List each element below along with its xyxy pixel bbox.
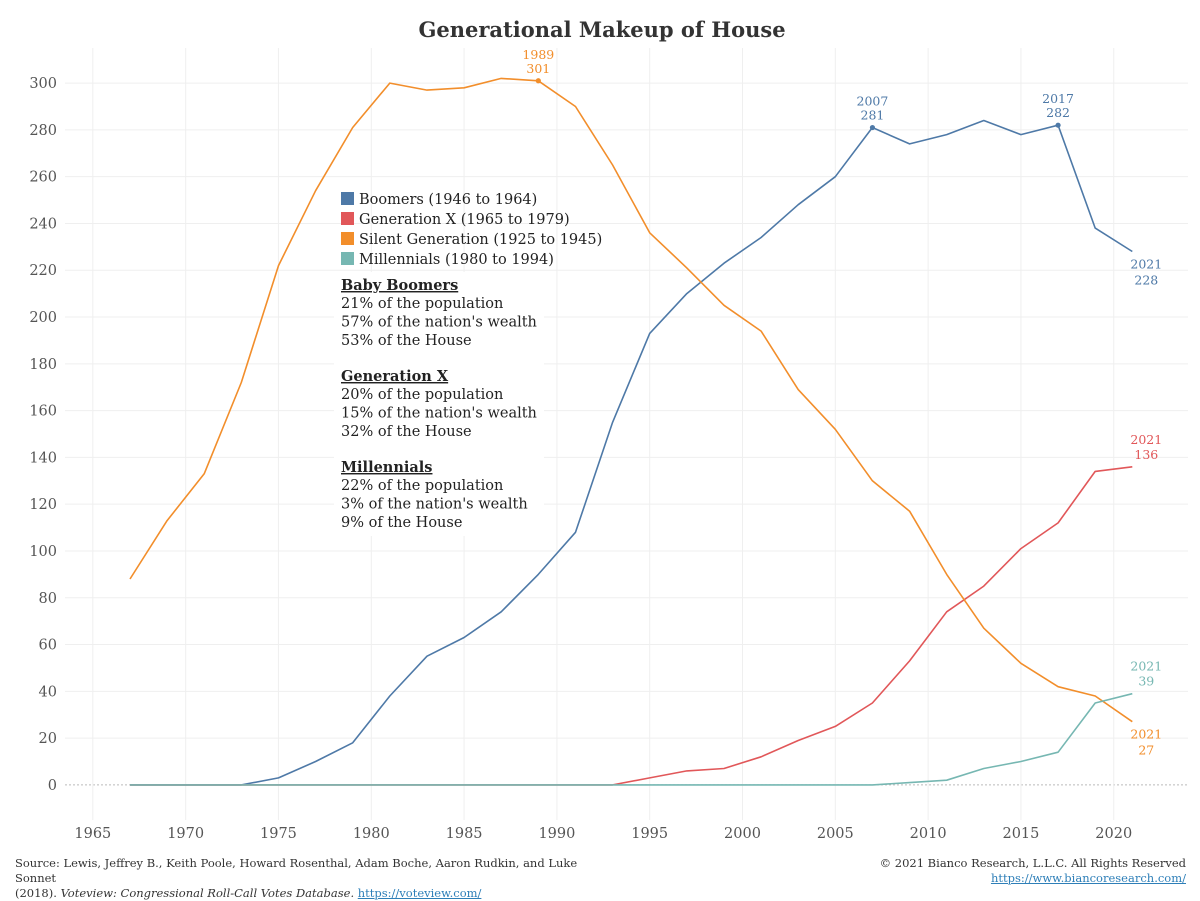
x-tick-label: 1975 bbox=[260, 826, 297, 842]
source-title: Voteview: Congressional Roll-Call Votes … bbox=[60, 886, 355, 900]
x-tick-label: 1995 bbox=[631, 826, 668, 842]
legend-label: Generation X (1965 to 1979) bbox=[359, 212, 570, 228]
legend-swatch bbox=[341, 212, 354, 225]
notes-background bbox=[334, 272, 544, 536]
x-tick-label: 1990 bbox=[538, 826, 575, 842]
note-line: 3% of the nation's wealth bbox=[341, 497, 528, 513]
legend-swatch bbox=[341, 192, 354, 205]
annotation-year: 2021 bbox=[1130, 727, 1162, 742]
grid-lines bbox=[65, 48, 1188, 820]
x-tick-label: 1985 bbox=[446, 826, 483, 842]
y-tick-label: 280 bbox=[29, 123, 57, 139]
note-line: 21% of the population bbox=[341, 296, 503, 312]
source-line-1: Source: Lewis, Jeffrey B., Keith Poole, … bbox=[15, 856, 578, 885]
y-tick-label: 180 bbox=[29, 357, 57, 373]
copyright-text: © 2021 Bianco Research, L.L.C. All Right… bbox=[879, 856, 1186, 870]
x-tick-label: 1970 bbox=[167, 826, 204, 842]
note-heading: Generation X bbox=[341, 368, 449, 385]
legend-label: Millennials (1980 to 1994) bbox=[359, 252, 554, 268]
note-line: 15% of the nation's wealth bbox=[341, 406, 537, 422]
annotation-value: 281 bbox=[861, 108, 885, 123]
annotation-year: 2021 bbox=[1130, 257, 1162, 272]
annotation-marker bbox=[535, 78, 541, 84]
annotation-year: 2021 bbox=[1130, 432, 1162, 447]
x-axis-ticks: 1965 1970 1975 1980 1985 1990 1995 2000 2005 2010… bbox=[74, 826, 1132, 842]
y-tick-label: 300 bbox=[29, 76, 57, 92]
annotation-value: 301 bbox=[526, 61, 550, 76]
note-line: 32% of the House bbox=[341, 424, 472, 440]
x-tick-label: 1980 bbox=[353, 826, 390, 842]
annotation-value: 282 bbox=[1046, 105, 1070, 120]
note-heading: Millennials bbox=[341, 459, 432, 476]
y-tick-label: 40 bbox=[39, 684, 57, 700]
x-tick-label: 2000 bbox=[724, 826, 761, 842]
source-note: Source: Lewis, Jeffrey B., Keith Poole, … bbox=[15, 856, 615, 901]
y-tick-label: 220 bbox=[29, 263, 57, 279]
annotation-value: 136 bbox=[1134, 447, 1158, 462]
y-tick-label: 240 bbox=[29, 216, 57, 232]
voteview-link[interactable]: https://voteview.com/ bbox=[357, 886, 482, 900]
y-axis-ticks: 0 20 40 60 80 100 120 140 160 180 200 220 240 260 280 3… bbox=[29, 76, 57, 794]
x-tick-label: 2020 bbox=[1095, 826, 1132, 842]
y-tick-label: 200 bbox=[29, 310, 57, 326]
source-line-2: (2018). Voteview: Congressional Roll-Cal… bbox=[15, 886, 615, 901]
note-line: 22% of the population bbox=[341, 478, 503, 494]
copyright-note: © 2021 Bianco Research, L.L.C. All Right… bbox=[786, 856, 1186, 886]
note-line: 57% of the nation's wealth bbox=[341, 315, 537, 331]
annotation-value: 228 bbox=[1134, 273, 1158, 288]
y-tick-label: 120 bbox=[29, 497, 57, 513]
annotation-marker bbox=[869, 124, 876, 131]
x-tick-label: 2015 bbox=[1002, 826, 1039, 842]
y-tick-label: 140 bbox=[29, 450, 57, 466]
annotation-year: 1989 bbox=[522, 47, 554, 62]
y-tick-label: 100 bbox=[29, 544, 57, 560]
note-line: 9% of the House bbox=[341, 515, 462, 531]
legend-label: Silent Generation (1925 to 1945) bbox=[359, 232, 602, 248]
note-line: 53% of the House bbox=[341, 333, 472, 349]
chart-title: Generational Makeup of House bbox=[418, 17, 785, 42]
x-tick-label: 1965 bbox=[74, 826, 111, 842]
annotation-value: 39 bbox=[1138, 674, 1154, 689]
x-tick-label: 2005 bbox=[817, 826, 854, 842]
source-year: (2018). bbox=[15, 886, 61, 900]
y-tick-label: 160 bbox=[29, 404, 57, 420]
series-line-millennials bbox=[130, 692, 1133, 786]
y-tick-label: 80 bbox=[39, 591, 57, 607]
legend-swatch bbox=[341, 252, 354, 265]
annotation-year: 2017 bbox=[1042, 91, 1074, 106]
y-tick-label: 260 bbox=[29, 170, 57, 186]
notes-panel: Baby Boomers 21% of the population 57% of … bbox=[334, 272, 544, 536]
legend-label: Boomers (1946 to 1964) bbox=[359, 192, 537, 208]
x-tick-label: 2010 bbox=[910, 826, 947, 842]
y-tick-label: 0 bbox=[48, 778, 57, 794]
bianco-link[interactable]: https://www.biancoresearch.com/ bbox=[990, 871, 1186, 885]
note-heading: Baby Boomers bbox=[341, 277, 458, 294]
y-tick-label: 20 bbox=[39, 731, 57, 747]
legend: Boomers (1946 to 1964) Generation X (1965… bbox=[341, 192, 602, 268]
data-annotations: 1989301200728120172822021228202113620213… bbox=[522, 47, 1162, 758]
legend-swatch bbox=[341, 232, 354, 245]
series-lines bbox=[129, 77, 1133, 786]
series-line-silent bbox=[129, 77, 1133, 723]
y-tick-label: 60 bbox=[39, 638, 57, 654]
note-line: 20% of the population bbox=[341, 387, 503, 403]
annotation-year: 2021 bbox=[1130, 659, 1162, 674]
annotation-value: 27 bbox=[1138, 743, 1154, 758]
series-line-boomers bbox=[130, 119, 1133, 786]
annotation-year: 2007 bbox=[857, 94, 889, 109]
annotation-marker bbox=[1055, 122, 1061, 128]
